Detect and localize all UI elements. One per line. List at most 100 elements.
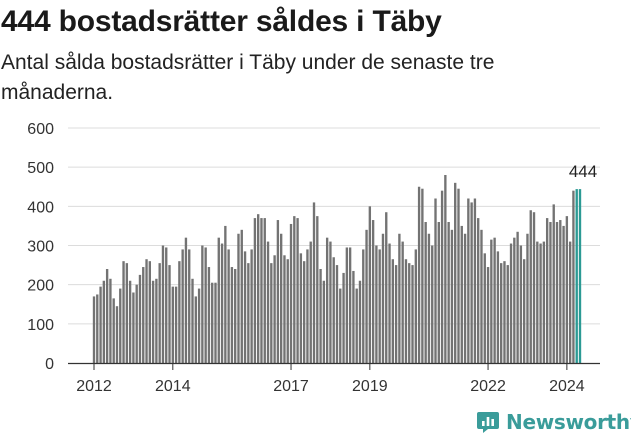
bar: [92, 296, 96, 363]
bar: [109, 278, 112, 363]
bar: [536, 241, 539, 363]
bar: [299, 253, 303, 363]
bar: [447, 222, 450, 363]
bar: [112, 298, 115, 364]
y-tick-label: 600: [27, 121, 54, 138]
bar: [194, 296, 197, 363]
bar: [102, 280, 106, 363]
bar: [316, 216, 319, 364]
bar: [211, 282, 214, 363]
bar: [276, 220, 280, 363]
bar: [516, 231, 519, 363]
bar: [519, 245, 523, 363]
bar: [408, 263, 411, 364]
bar: [115, 306, 119, 363]
bar: [490, 239, 493, 364]
bar: [552, 204, 555, 364]
bar: [388, 243, 391, 363]
bar: [503, 261, 506, 363]
bar: [381, 233, 385, 363]
bar: [371, 220, 375, 363]
bar: [125, 263, 129, 364]
bar: [145, 259, 148, 363]
bar: [161, 245, 165, 363]
bar: [559, 220, 562, 363]
bar: [135, 284, 138, 363]
bar: [549, 222, 552, 363]
bar: [404, 259, 408, 363]
bars: [68, 175, 600, 365]
bar: [240, 229, 243, 363]
bar: [565, 216, 569, 364]
x-tick-label: 2022: [470, 378, 506, 395]
bar: [279, 233, 283, 363]
bar: [477, 218, 480, 363]
bar: [257, 214, 260, 363]
annotations: 444: [569, 162, 597, 181]
bar: [151, 280, 155, 363]
bar: [421, 188, 424, 363]
chart-icon: [477, 412, 499, 433]
bar: [204, 247, 207, 363]
bar: [365, 229, 368, 363]
bar: [427, 233, 431, 363]
bar: [266, 241, 270, 363]
bar: [483, 253, 486, 363]
bar: [260, 218, 263, 363]
bar: [309, 241, 312, 363]
bar: [411, 265, 414, 363]
bar: [575, 189, 578, 363]
x-tick-label: 2014: [155, 378, 191, 395]
bar: [174, 286, 178, 364]
bar: [493, 237, 496, 363]
bar: [398, 233, 401, 363]
bar: [270, 263, 273, 364]
bar: [335, 265, 339, 363]
bar: [302, 261, 306, 363]
newsworthy-logo: Newsworthy: [476, 408, 631, 436]
bar: [201, 245, 204, 363]
bar: [312, 202, 316, 363]
y-tick-label: 500: [27, 160, 54, 177]
bar: [457, 188, 460, 363]
bar: [217, 237, 220, 363]
bar: [460, 225, 463, 363]
bar: [345, 247, 349, 363]
bar: [191, 278, 194, 363]
bar: [440, 190, 444, 363]
bar: [158, 263, 161, 364]
y-tick-label: 100: [27, 317, 54, 334]
y-tick-label: 300: [27, 239, 54, 256]
brand-name: Newsworthy: [506, 410, 631, 434]
bar: [181, 249, 184, 363]
bar: [473, 198, 477, 363]
bar: [500, 263, 503, 364]
bar: [513, 237, 516, 363]
bar: [227, 249, 230, 363]
bar: [168, 265, 171, 363]
y-tick-label: 200: [27, 278, 54, 295]
bar: [496, 251, 500, 364]
bar: [325, 237, 329, 363]
bar: [329, 241, 332, 363]
bar: [572, 190, 575, 363]
bar: [467, 198, 470, 363]
bar: [375, 245, 378, 363]
bar: [224, 225, 227, 363]
bar: [539, 243, 542, 363]
bar: [306, 249, 309, 363]
bar: [352, 270, 355, 363]
y-axis: 0 100 200 300 400 500 600: [27, 121, 54, 373]
bar: [342, 272, 345, 363]
bar: [99, 286, 102, 364]
bar: [197, 288, 201, 363]
bar: [529, 210, 532, 363]
bar: [286, 259, 289, 363]
highlight-value-label: 444: [569, 162, 597, 181]
bar: [339, 288, 342, 363]
bar: [250, 249, 253, 363]
bar: [188, 249, 191, 363]
bar: [289, 223, 293, 363]
bar: [148, 261, 151, 363]
